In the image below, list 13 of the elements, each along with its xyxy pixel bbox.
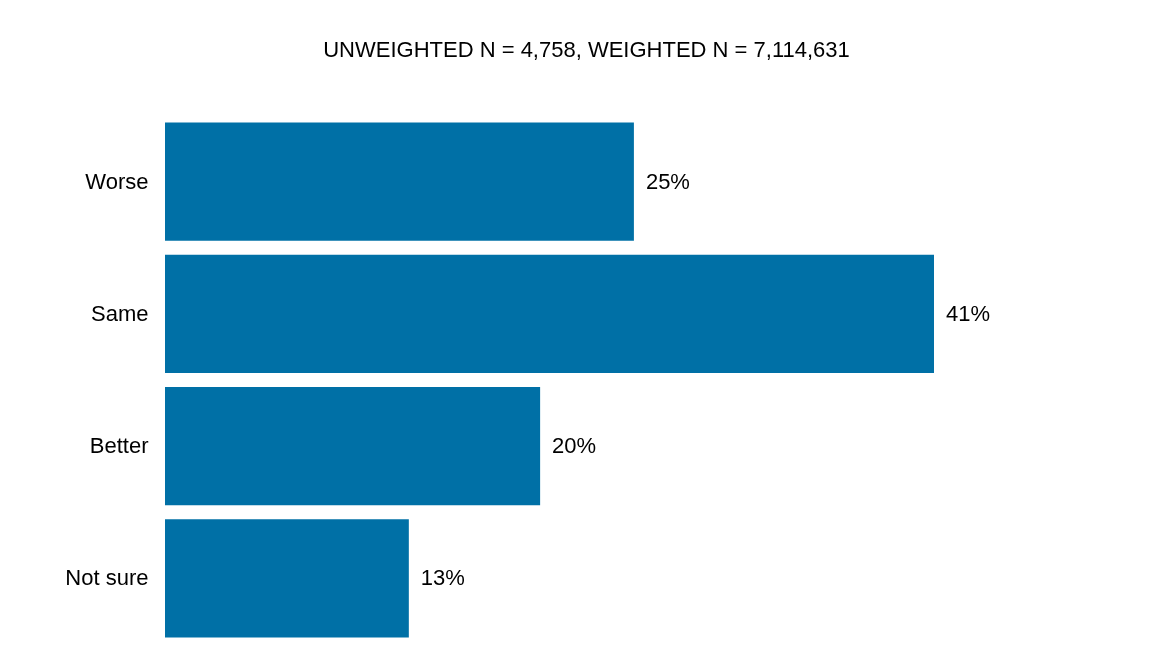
y-tick-label: Not sure	[65, 565, 149, 591]
data-label: 25%	[645, 168, 690, 194]
bar	[165, 254, 934, 373]
data-label: 41%	[946, 300, 991, 326]
data-label: 20%	[552, 433, 597, 459]
y-tick-label: Worse	[85, 168, 149, 194]
y-tick-label: Same	[91, 300, 149, 326]
chart-title: UNWEIGHTED N = 4,758, WEIGHTED N = 7,114,631	[323, 37, 850, 62]
y-tick-label: Better	[89, 433, 149, 459]
bar	[165, 122, 634, 241]
bar	[165, 387, 541, 506]
bar	[165, 519, 409, 638]
data-label: 13%	[420, 565, 465, 591]
